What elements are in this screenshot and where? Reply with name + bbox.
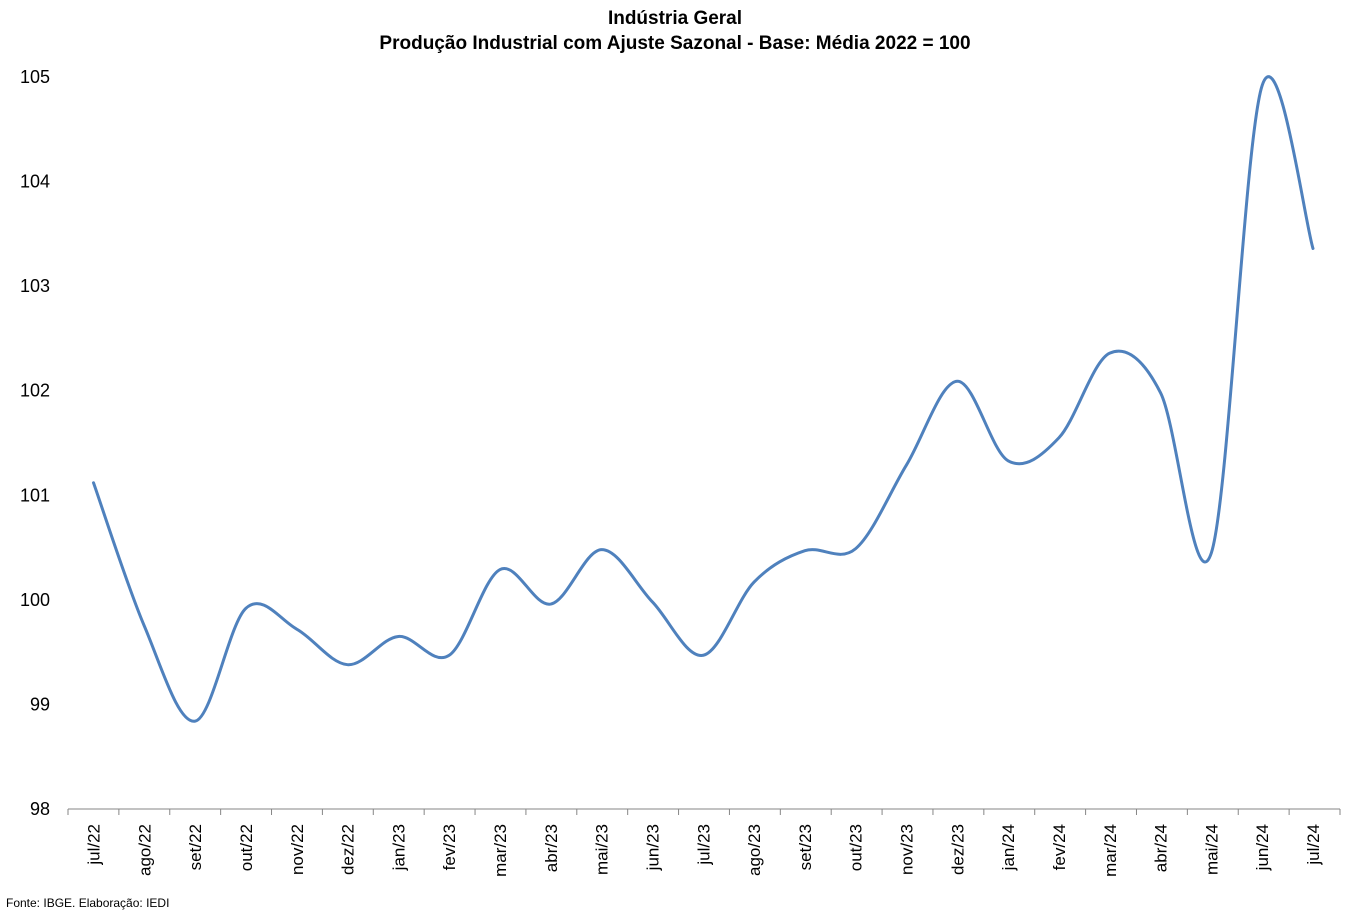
y-tick-label: 99 bbox=[30, 694, 50, 714]
x-tick-label: dez/22 bbox=[339, 824, 358, 875]
x-tick-label: jan/24 bbox=[999, 824, 1018, 871]
x-tick-label: ago/22 bbox=[135, 824, 154, 876]
x-tick-label: nov/22 bbox=[288, 824, 307, 875]
x-tick-label: abr/24 bbox=[1152, 824, 1171, 872]
x-tick-label: mar/24 bbox=[1101, 824, 1120, 877]
x-axis: jul/22 ago/22 set/22 out/22 nov/22 dez/22 jan/… bbox=[67, 808, 1341, 877]
x-tick-label: set/22 bbox=[186, 824, 205, 870]
x-tick-label: dez/23 bbox=[948, 824, 967, 875]
y-tick-label: 101 bbox=[20, 485, 50, 505]
x-tick-label: mai/24 bbox=[1202, 824, 1221, 875]
x-tick-label: mai/23 bbox=[593, 824, 612, 875]
y-tick-label: 105 bbox=[20, 67, 50, 87]
x-tick-label: jun/24 bbox=[1253, 824, 1272, 871]
x-tick-label: out/23 bbox=[847, 824, 866, 871]
source-note: Fonte: IBGE. Elaboração: IEDI bbox=[6, 896, 170, 910]
x-tick-label: jun/23 bbox=[643, 824, 662, 871]
x-tick-label: set/23 bbox=[796, 824, 815, 870]
chart-title: Indústria Geral bbox=[607, 8, 743, 29]
x-tick-label: fev/24 bbox=[1050, 824, 1069, 870]
y-tick-label: 102 bbox=[20, 381, 50, 401]
x-tick-label: out/22 bbox=[237, 824, 256, 871]
x-tick-label: fev/23 bbox=[440, 824, 459, 870]
y-tick-label: 104 bbox=[20, 172, 50, 192]
x-tick-label: jul/23 bbox=[694, 824, 713, 866]
series-group bbox=[92, 75, 1315, 723]
x-tick-label: mar/23 bbox=[491, 824, 510, 877]
x-tick-label: jul/24 bbox=[1304, 824, 1323, 866]
y-tick-label: 100 bbox=[20, 590, 50, 610]
y-tick-label: 98 bbox=[30, 799, 50, 819]
series-line bbox=[92, 75, 1315, 723]
chart-title-block: Indústria Geral Produção Industrial com … bbox=[0, 6, 1350, 56]
y-axis: 98 99 100 101 102 103 104 105 bbox=[20, 67, 50, 819]
x-tick-label: abr/23 bbox=[542, 824, 561, 872]
x-tick-label: jul/22 bbox=[85, 824, 104, 866]
chart-subtitle: Produção Industrial com Ajuste Sazonal -… bbox=[379, 33, 971, 54]
x-tick-label: ago/23 bbox=[745, 824, 764, 876]
y-tick-label: 103 bbox=[20, 276, 50, 296]
x-tick-label: nov/23 bbox=[898, 824, 917, 875]
x-tick-label: jan/23 bbox=[389, 824, 408, 871]
